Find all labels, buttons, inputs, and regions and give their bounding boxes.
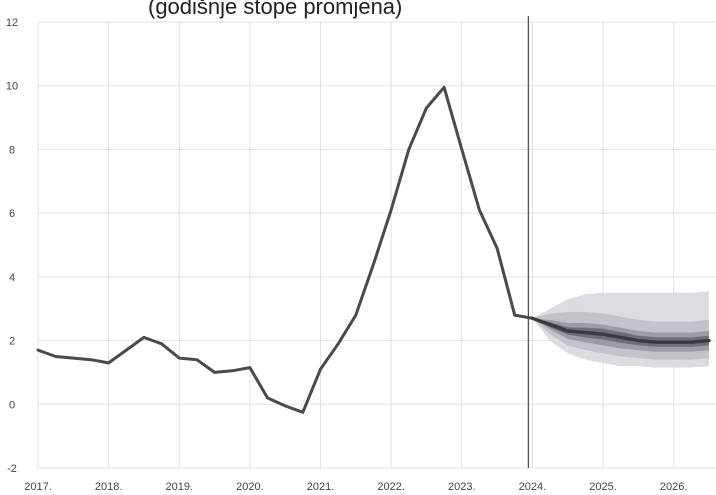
- x-tick-label: 2026.: [660, 481, 688, 493]
- x-tick-label: 2024.: [519, 481, 547, 493]
- y-tick-label: 0: [9, 399, 15, 411]
- y-tick-label: -2: [7, 463, 17, 475]
- y-axis-ticks: 12 10 8 6 4 2 0 -2: [6, 17, 18, 475]
- series-lines: [36, 85, 711, 414]
- x-tick-label: 2020.: [236, 481, 264, 493]
- y-tick-label: 6: [9, 208, 15, 220]
- grid: [37, 21, 716, 469]
- x-tick-label: 2021.: [307, 481, 335, 493]
- x-axis-ticks: 2017. 2018. 2019. 2020. 2021. 2022. 2023. 2024.…: [24, 481, 687, 493]
- x-tick-label: 2018.: [95, 481, 123, 493]
- chart-title: (godišnje stope promjena): [148, 0, 402, 19]
- projection-line: [530, 316, 711, 344]
- x-tick-label: 2017.: [24, 481, 52, 493]
- fan-band-core: [532, 318, 709, 347]
- historical-line: [36, 85, 534, 414]
- x-tick-label: 2023.: [448, 481, 476, 493]
- y-tick-label: 4: [9, 272, 15, 284]
- y-tick-label: 10: [6, 81, 18, 93]
- y-tick-label: 8: [9, 144, 15, 156]
- forecast-fan: [532, 291, 709, 368]
- x-tick-label: 2019.: [165, 481, 193, 493]
- x-tick-label: 2025.: [589, 481, 617, 493]
- y-tick-label: 12: [6, 17, 18, 29]
- y-tick-label: 2: [9, 336, 15, 348]
- x-tick-label: 2022.: [377, 481, 405, 493]
